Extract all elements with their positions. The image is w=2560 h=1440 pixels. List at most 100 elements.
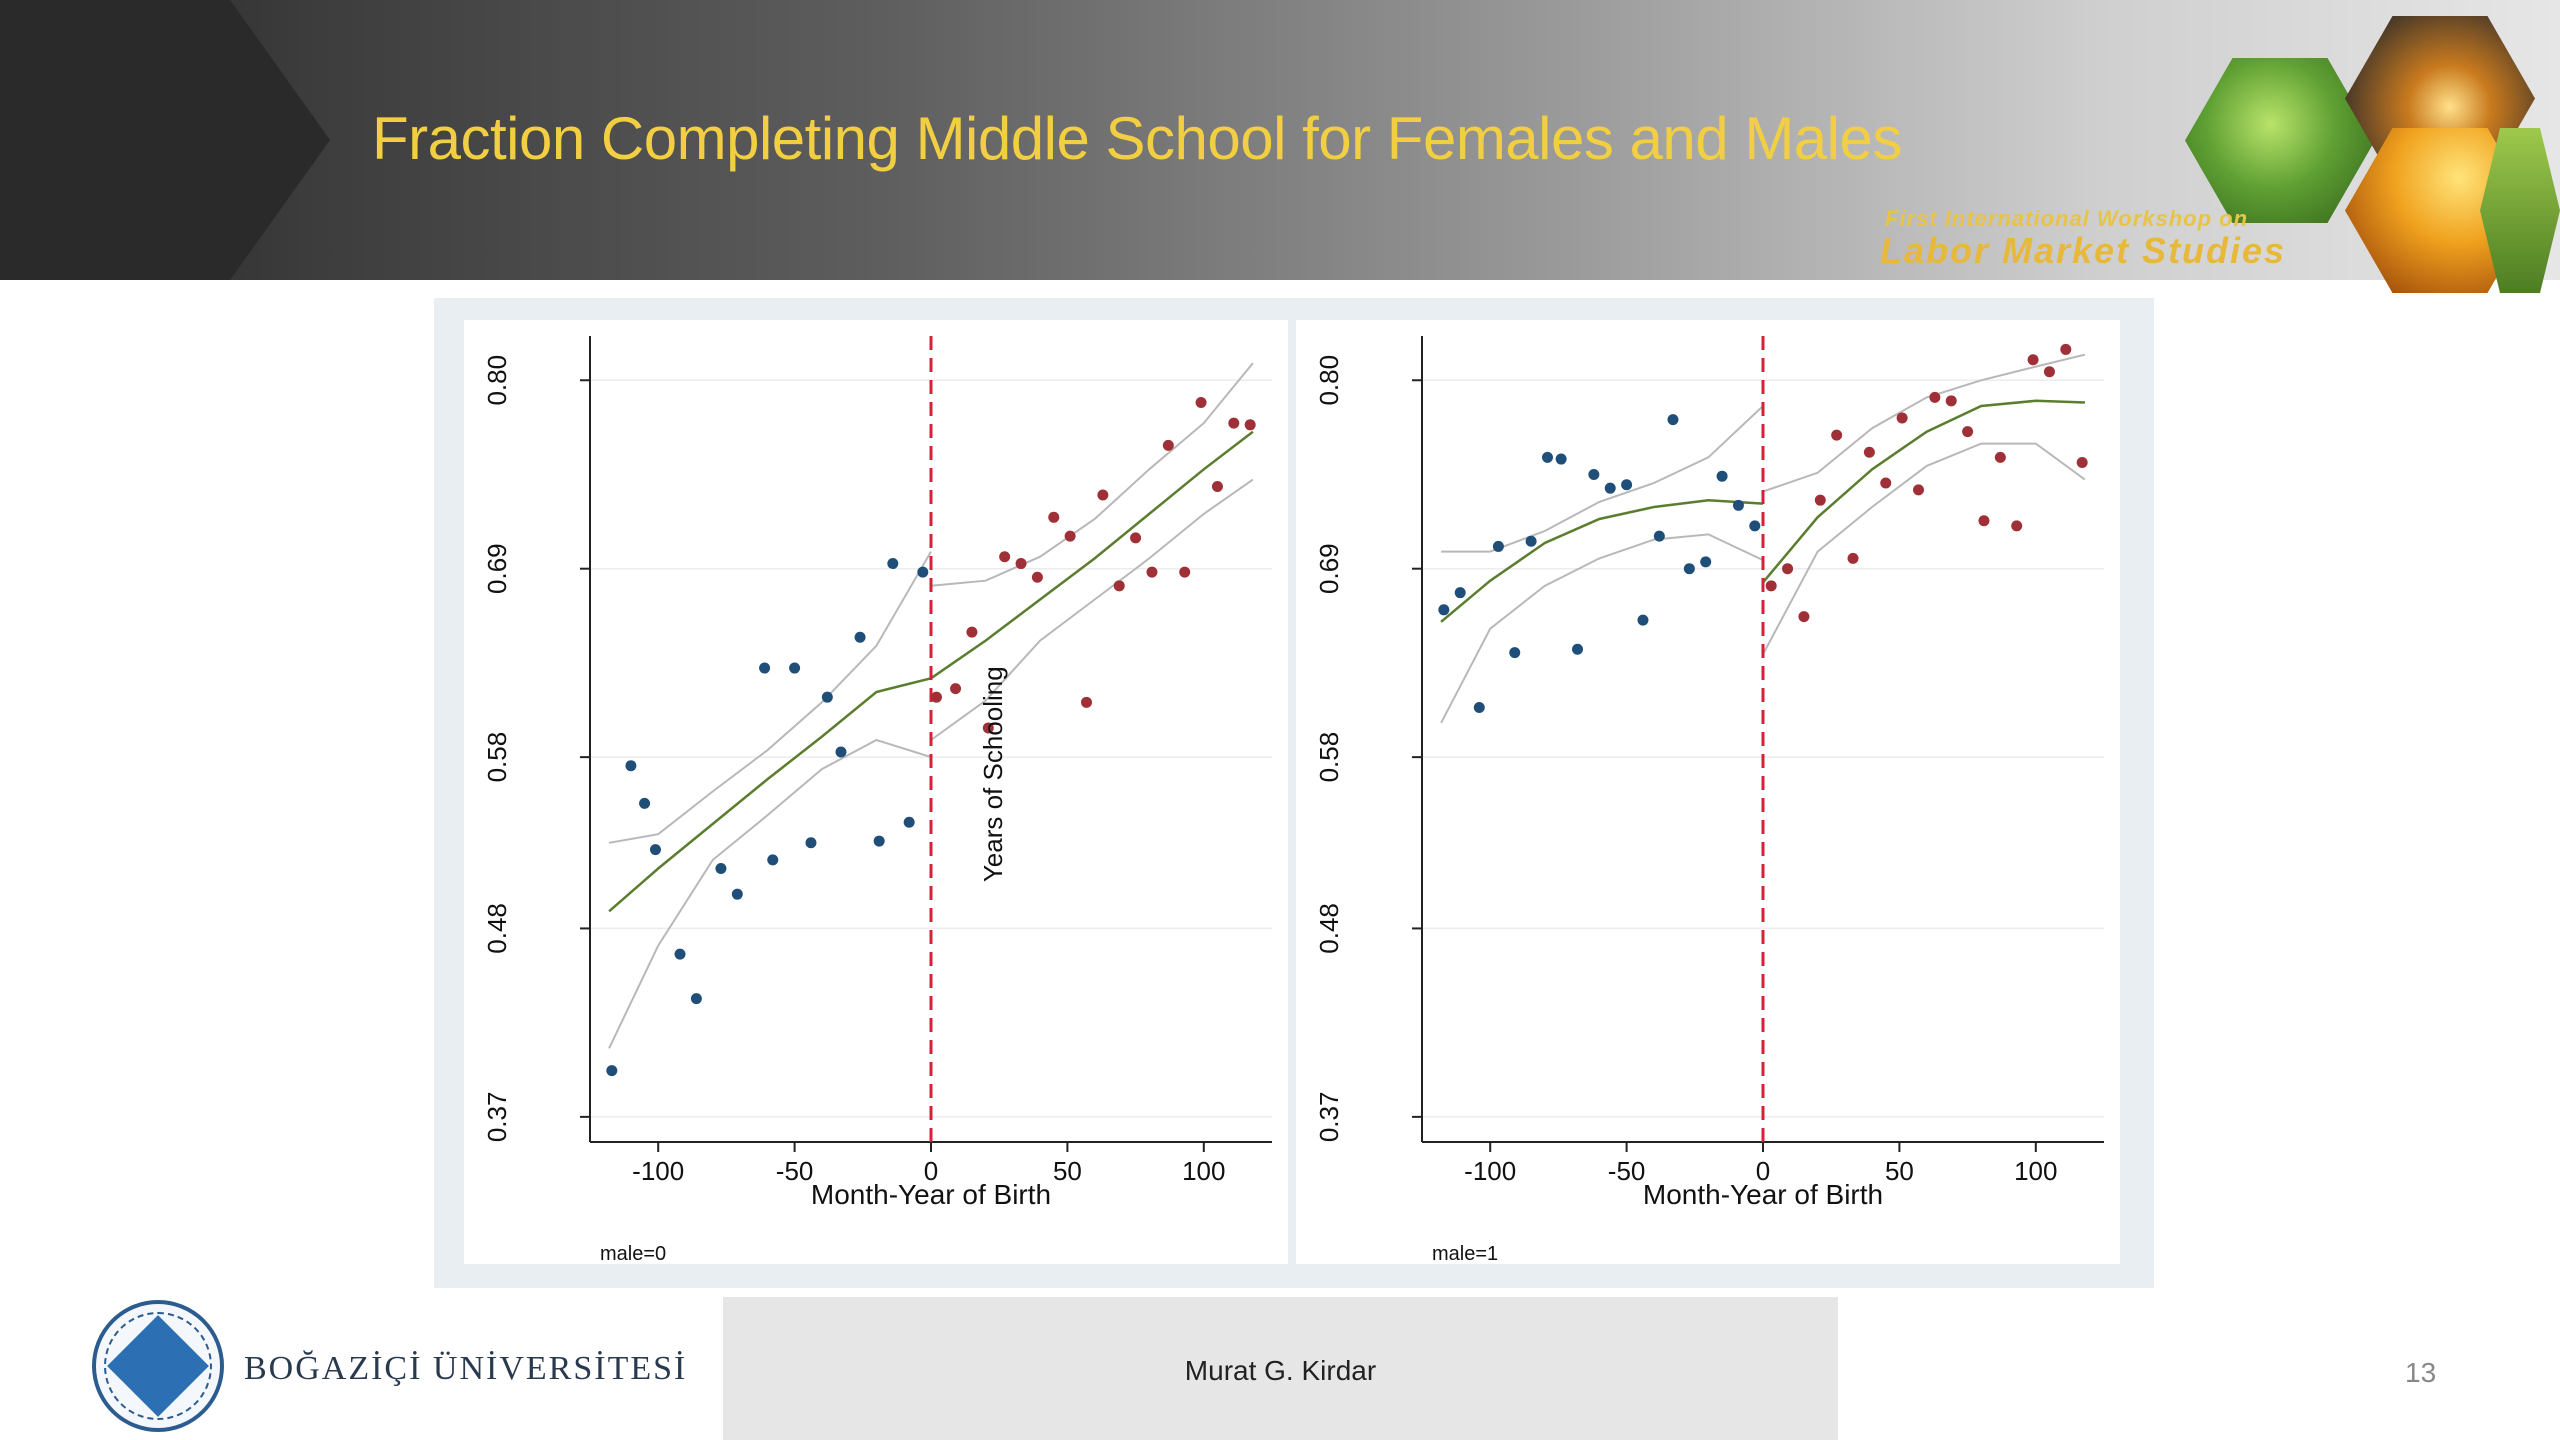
data-point-pre bbox=[674, 948, 686, 960]
x-axis-label: Month-Year of Birth bbox=[1643, 1179, 1883, 1210]
data-point-pre bbox=[1541, 451, 1553, 463]
data-point-pre bbox=[1716, 470, 1728, 482]
x-tick-label: 100 bbox=[1182, 1156, 1225, 1186]
data-point-pre bbox=[917, 566, 929, 578]
data-point-pre bbox=[1653, 530, 1665, 542]
ci-upper-line-post bbox=[1762, 353, 2086, 493]
data-point-post bbox=[2027, 354, 2039, 366]
data-point-post bbox=[1015, 558, 1027, 570]
x-tick-label: -50 bbox=[1608, 1156, 1646, 1186]
data-point-pre bbox=[767, 854, 779, 866]
ci-upper-line-pre bbox=[608, 551, 932, 844]
data-point-post bbox=[1130, 532, 1142, 544]
logo-ring bbox=[104, 1312, 212, 1420]
workshop-photo-field bbox=[2185, 58, 2375, 223]
data-point-post bbox=[1048, 511, 1060, 523]
data-point-post bbox=[1765, 580, 1777, 592]
data-point-post bbox=[982, 722, 994, 734]
chart-annotation: Years of Schooling bbox=[978, 666, 1008, 882]
data-point-pre bbox=[1732, 499, 1744, 511]
data-point-pre bbox=[639, 797, 651, 809]
data-point-pre bbox=[805, 837, 817, 849]
data-point-post bbox=[2011, 520, 2023, 532]
data-point-post bbox=[1978, 515, 1990, 527]
data-point-post bbox=[1064, 530, 1076, 542]
chart-panel-male: 0.37 0.48 0.58 0.69 0.80 -100 -50 0 50 100 Month-Y… bbox=[1296, 320, 2120, 1264]
data-point-pre bbox=[1509, 647, 1521, 659]
data-point-post bbox=[1080, 696, 1092, 708]
data-point-pre bbox=[606, 1065, 618, 1077]
data-point-pre bbox=[1700, 556, 1712, 568]
y-tick-label: 0.48 bbox=[482, 903, 512, 954]
data-point-post bbox=[1945, 395, 1957, 407]
data-point-post bbox=[1782, 563, 1794, 575]
data-point-pre bbox=[625, 760, 637, 772]
ci-lower-line-pre bbox=[1440, 533, 1764, 724]
ci-lower-line-post bbox=[1762, 442, 2086, 655]
x-tick-label: 100 bbox=[2014, 1156, 2057, 1186]
y-tick-label: 0.80 bbox=[482, 355, 512, 406]
data-point-post bbox=[1929, 391, 1941, 403]
data-point-pre bbox=[715, 862, 727, 874]
fit-line-post bbox=[1762, 399, 2085, 584]
data-point-post bbox=[1962, 426, 1974, 438]
ci-upper-line-post bbox=[930, 362, 1254, 587]
data-point-pre bbox=[1525, 535, 1537, 547]
data-point-post bbox=[1847, 552, 1859, 564]
data-point-post bbox=[1113, 580, 1125, 592]
data-point-pre bbox=[1667, 414, 1679, 426]
data-point-post bbox=[950, 683, 962, 695]
data-point-post bbox=[2076, 456, 2088, 468]
chart-panel-female: 0.37 0.48 0.58 0.69 0.80 -100 -50 0 50 100 Month-Y… bbox=[464, 320, 1288, 1264]
fit-line-pre bbox=[1440, 498, 1764, 623]
data-point-pre bbox=[1571, 643, 1583, 655]
data-point-pre bbox=[903, 816, 915, 828]
y-tick-label: 0.58 bbox=[1314, 732, 1344, 783]
data-point-pre bbox=[821, 691, 833, 703]
workshop-title-line2: Labor Market Studies bbox=[1880, 230, 2287, 271]
data-point-pre bbox=[1637, 614, 1649, 626]
x-tick-label: -100 bbox=[632, 1156, 684, 1186]
y-tick-label: 0.69 bbox=[1314, 543, 1344, 594]
y-tick-label: 0.37 bbox=[482, 1092, 512, 1143]
data-point-pre bbox=[1454, 587, 1466, 599]
data-point-post bbox=[966, 626, 978, 638]
panel-label: male=0 bbox=[600, 1243, 666, 1264]
data-point-post bbox=[1880, 477, 1892, 489]
x-axis-label: Month-Year of Birth bbox=[811, 1179, 1051, 1210]
data-point-pre bbox=[789, 662, 801, 674]
x-tick-label: 50 bbox=[1053, 1156, 1082, 1186]
university-logo bbox=[92, 1300, 224, 1432]
university-name: BOĞAZİÇİ ÜNİVERSİTESİ bbox=[244, 1350, 688, 1387]
y-tick-label: 0.58 bbox=[482, 732, 512, 783]
data-point-pre bbox=[873, 835, 885, 847]
footer-band: Murat G. Kirdar bbox=[723, 1297, 1838, 1440]
slide-header: Fraction Completing Middle School for Fe… bbox=[0, 0, 2560, 293]
data-point-post bbox=[1228, 417, 1240, 429]
ci-upper-line-pre bbox=[1441, 405, 1764, 553]
data-point-post bbox=[2060, 343, 2072, 355]
data-point-pre bbox=[1604, 482, 1616, 494]
y-tick-label: 0.48 bbox=[1314, 903, 1344, 954]
data-point-post bbox=[1863, 446, 1875, 458]
data-point-pre bbox=[1621, 479, 1633, 491]
data-point-pre bbox=[690, 993, 702, 1005]
data-point-pre bbox=[1555, 453, 1567, 465]
data-point-post bbox=[1211, 480, 1223, 492]
data-point-pre bbox=[887, 558, 899, 570]
data-point-post bbox=[1912, 484, 1924, 496]
ci-lower-line-post bbox=[930, 478, 1254, 741]
data-point-post bbox=[999, 551, 1011, 563]
data-point-post bbox=[2043, 366, 2055, 378]
fit-line-pre bbox=[608, 677, 932, 913]
data-point-post bbox=[1896, 412, 1908, 424]
x-tick-label: 0 bbox=[1756, 1156, 1770, 1186]
chart-frame: 0.37 0.48 0.58 0.69 0.80 -100 -50 0 50 100 Month-Y… bbox=[434, 298, 2154, 1288]
ci-lower-line-pre bbox=[608, 738, 932, 1049]
data-point-pre bbox=[759, 662, 771, 674]
header-chevron bbox=[0, 0, 330, 280]
chart-svg-male: 0.37 0.48 0.58 0.69 0.80 -100 -50 0 50 100 Month-Y… bbox=[1314, 336, 2104, 1264]
footer-author: Murat G. Kirdar bbox=[1184, 1355, 1377, 1386]
fit-line-post bbox=[930, 430, 1254, 680]
data-point-post bbox=[1831, 429, 1843, 441]
